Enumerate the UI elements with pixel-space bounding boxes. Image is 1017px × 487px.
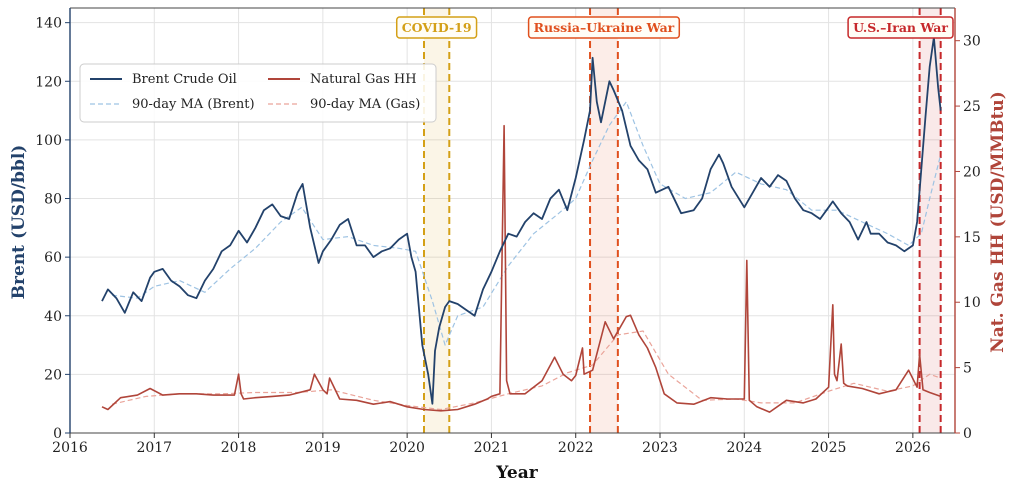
y-right-tick-label: 15 <box>963 230 981 246</box>
y-right-tick-label: 30 <box>963 34 981 50</box>
y-left-tick-label: 40 <box>44 309 62 325</box>
y-axis-right: 0 5 10 15 20 25 30 <box>955 34 981 442</box>
event-bands <box>423 8 942 433</box>
y-left-tick-label: 80 <box>44 192 62 208</box>
event-label: COVID-19 <box>402 20 472 35</box>
x-tick-label: 2016 <box>52 440 88 456</box>
y-left-tick-label: 100 <box>35 133 62 149</box>
y-left-tick-label: 120 <box>35 74 62 90</box>
legend-label: 90-day MA (Brent) <box>132 97 255 112</box>
y-axis-title-right: Nat. Gas HH (USD/MMBtu) <box>988 91 1008 353</box>
x-tick-label: 2025 <box>811 440 847 456</box>
event-labels: COVID-19 Russia–Ukraine War U.S.–Iran War <box>395 16 954 39</box>
event-label-box <box>395 16 478 39</box>
y-left-tick-label: 140 <box>35 16 62 32</box>
y-right-tick-label: 25 <box>963 99 981 115</box>
y-right-tick-label: 5 <box>963 361 972 377</box>
event-label: Russia–Ukraine War <box>534 20 675 35</box>
y-axis-left: 0 20 40 60 80 100 120 140 <box>35 16 70 442</box>
y-right-tick-label: 10 <box>963 295 981 311</box>
series-layer <box>101 36 942 413</box>
y-right-tick-label: 0 <box>963 426 972 442</box>
event-label-box <box>847 16 954 39</box>
x-tick-label: 2018 <box>221 440 257 456</box>
x-tick-label: 2026 <box>895 440 931 456</box>
x-tick-label: 2023 <box>642 440 678 456</box>
x-tick-label: 2022 <box>558 440 594 456</box>
legend-box <box>79 63 437 123</box>
event-label-box <box>527 16 681 39</box>
legend-label: Brent Crude Oil <box>132 72 237 87</box>
x-tick-label: 2021 <box>474 440 510 456</box>
y-left-tick-label: 20 <box>44 367 62 383</box>
y-right-tick-label: 20 <box>963 164 981 180</box>
x-tick-label: 2019 <box>305 440 341 456</box>
x-axis-title: Year <box>495 463 538 483</box>
series-line-brent-crude-oil <box>101 36 942 405</box>
series-line-90-day-ma-brent <box>112 101 942 346</box>
legend-label: 90-day MA (Gas) <box>310 97 420 112</box>
y-axis-title-left: Brent (USD/bbl) <box>9 145 29 300</box>
y-left-tick-label: 0 <box>53 426 62 442</box>
series-line-natural-gas-hh <box>101 124 941 413</box>
plot-frame <box>69 7 956 434</box>
x-tick-label: 2017 <box>136 440 172 456</box>
x-axis: 2016 2017 2018 2019 2020 2021 2022 2023 2024 2025… <box>52 433 931 456</box>
event-label: U.S.–Iran War <box>853 20 948 35</box>
legend-label: Natural Gas HH <box>310 72 417 87</box>
y-left-tick-label: 60 <box>44 250 62 266</box>
x-tick-label: 2020 <box>389 440 425 456</box>
legend: Brent Crude Oil Natural Gas HH 90-day MA (… <box>79 63 437 123</box>
x-tick-label: 2024 <box>726 440 762 456</box>
